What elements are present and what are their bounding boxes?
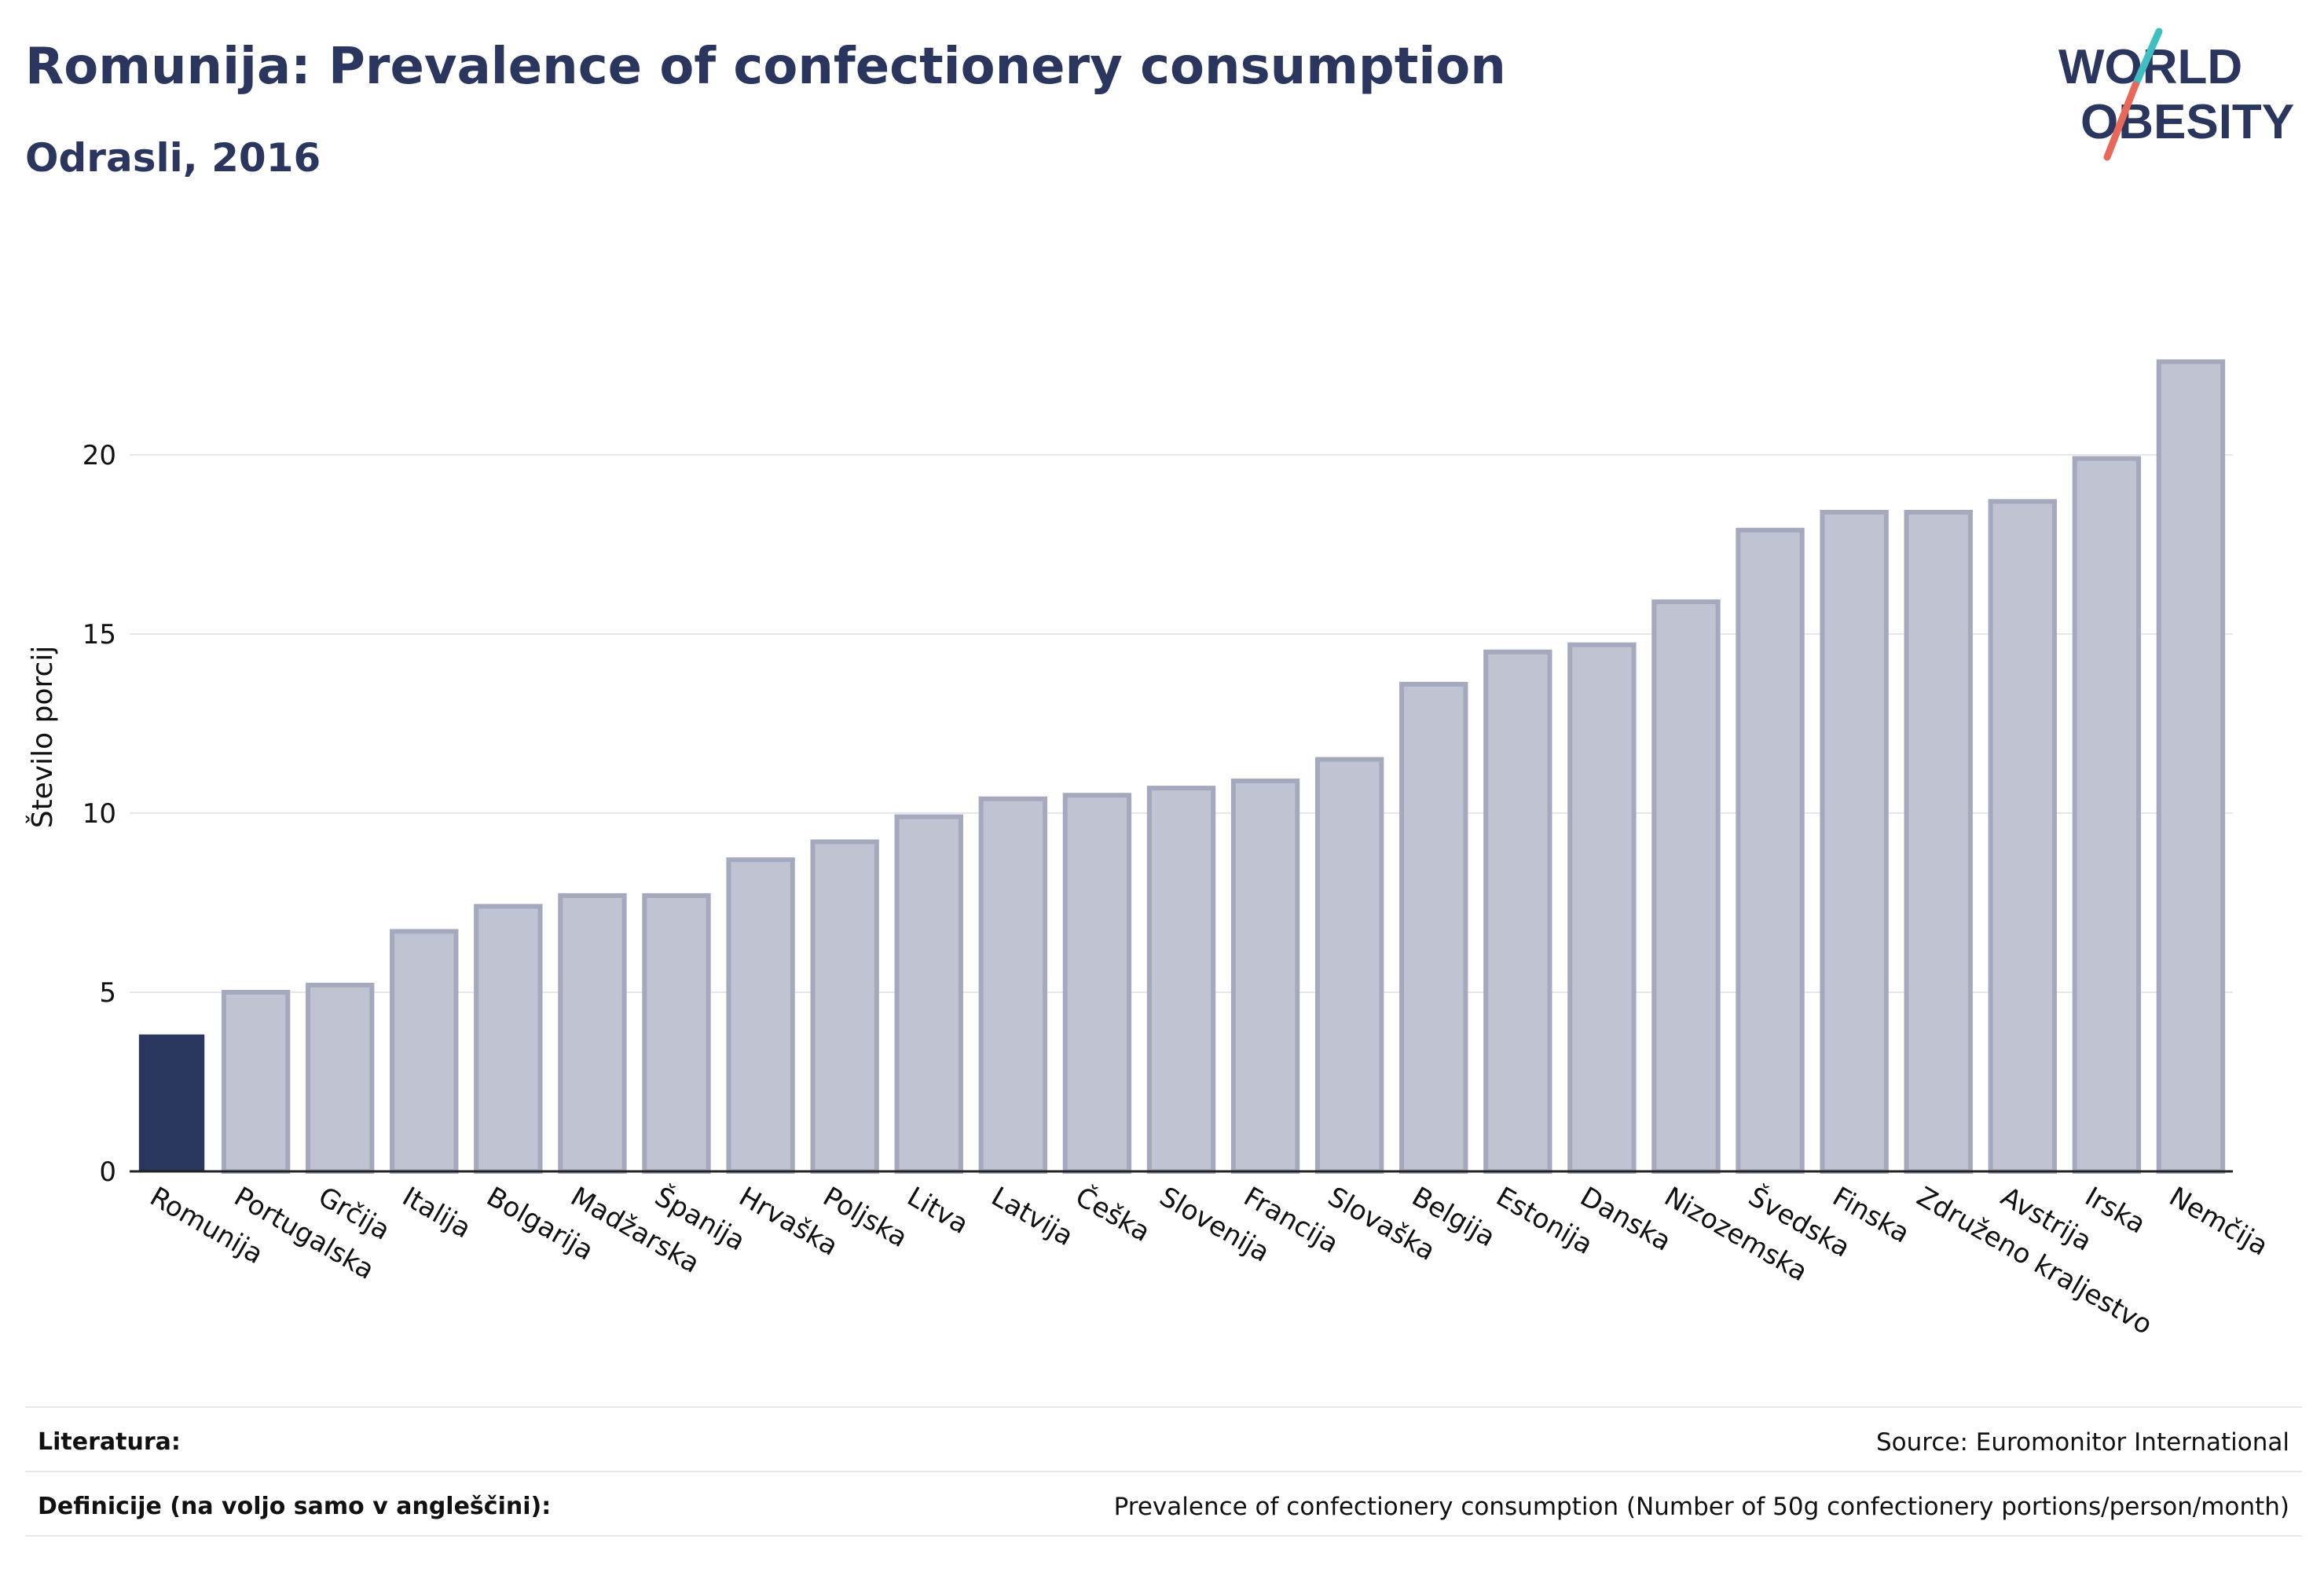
bar-nizozemska — [1651, 599, 1721, 1174]
footer-literature-row: Literatura: Source: Euromonitor Internat… — [25, 1406, 2302, 1471]
literature-label: Literatura: — [38, 1428, 181, 1456]
footer-bottom-rule — [25, 1535, 2302, 1537]
x-tick-label: Estonija — [1490, 1181, 1598, 1261]
bar-nemčija — [2156, 359, 2226, 1175]
bar-švedska — [1736, 527, 1805, 1174]
bar-avstrija — [1988, 499, 2057, 1174]
bar-francija — [1230, 778, 1300, 1175]
x-tick-label: Litva — [902, 1181, 974, 1241]
bar-latvija — [978, 796, 1048, 1174]
logo-slash-bottom — [2103, 81, 2139, 161]
bar-irska — [2072, 456, 2142, 1174]
bar-češka — [1062, 793, 1132, 1174]
bar-združeno-kraljestvo — [1904, 509, 1973, 1174]
logo-slash-top — [2132, 27, 2163, 89]
bar-litva — [894, 814, 963, 1175]
bar-finska — [1820, 509, 1889, 1174]
bar-slovenija — [1146, 786, 1216, 1175]
bar-španija — [642, 892, 711, 1174]
bar-slovaška — [1314, 757, 1384, 1174]
chart-subtitle: Odrasli, 2016 — [25, 135, 321, 181]
bar-portugalska — [221, 990, 291, 1174]
y-tick-label: 0 — [99, 1156, 116, 1188]
x-tick-label: Češka — [1070, 1180, 1156, 1248]
bar-romunija — [138, 1034, 205, 1172]
bar-estonija — [1483, 649, 1552, 1174]
y-tick-label: 20 — [82, 440, 116, 471]
y-tick-label: 5 — [99, 977, 116, 1009]
definitions-label: Definicije (na voljo samo v angleščini): — [38, 1493, 552, 1520]
y-axis-label: Število porcij — [26, 646, 59, 829]
bar-madžarska — [558, 892, 627, 1174]
definitions-value: Prevalence of confectionery consumption … — [1113, 1493, 2289, 1521]
y-tick-label: 10 — [82, 798, 116, 830]
world-obesity-logo: WORLD OBESITY — [2058, 27, 2294, 161]
bars — [138, 359, 2226, 1175]
chart-title: Romunija: Prevalence of confectionery co… — [25, 38, 1506, 96]
bar-danska — [1567, 642, 1637, 1174]
footer-definitions-row: Definicije (na voljo samo v angleščini):… — [25, 1471, 2302, 1535]
bar-belgija — [1399, 681, 1468, 1174]
bar-grčija — [306, 982, 375, 1174]
bar-hrvaška — [726, 857, 795, 1175]
x-tick-label: Latvija — [986, 1181, 1079, 1252]
literature-value: Source: Euromonitor International — [1875, 1428, 2289, 1457]
bar-italija — [390, 929, 459, 1174]
x-tick-label: Italija — [397, 1181, 476, 1244]
bar-bolgarija — [474, 903, 543, 1175]
x-tick-label: Nemčija — [2164, 1181, 2273, 1263]
y-tick-label: 15 — [82, 619, 116, 651]
bar-poljska — [810, 839, 879, 1174]
